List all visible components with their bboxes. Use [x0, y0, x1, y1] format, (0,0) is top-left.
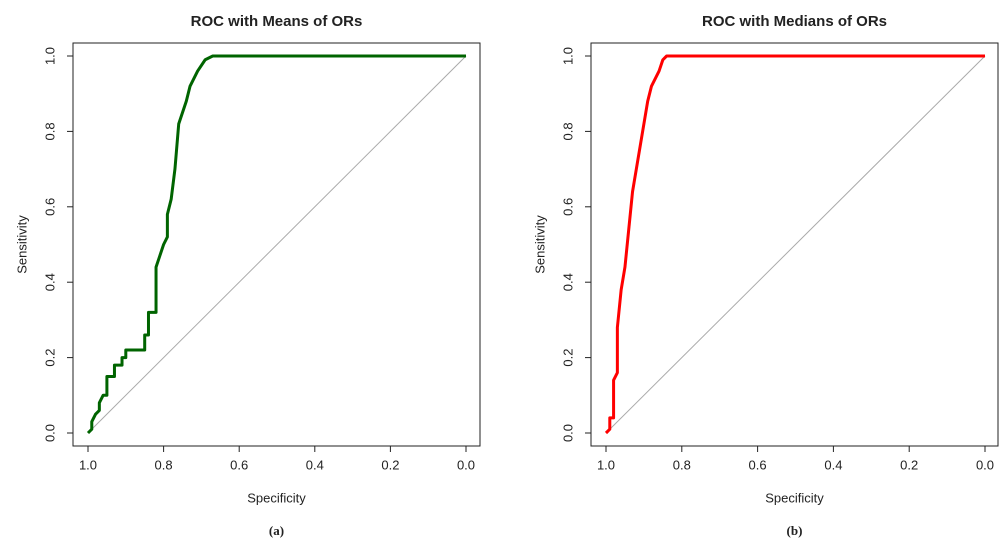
y-tick-label: 0.0 — [560, 424, 575, 442]
x-tick-label: 0.4 — [306, 457, 324, 472]
plot-frame — [590, 42, 999, 447]
chart-title: ROC with Medians of ORs — [702, 13, 887, 30]
y-tick-label: 0.2 — [560, 349, 575, 367]
y-tick-label: 0.6 — [42, 198, 57, 216]
y-tick-label: 0.8 — [560, 122, 575, 140]
y-tick-label: 1.0 — [560, 47, 575, 65]
x-tick-label: 0.0 — [976, 457, 994, 472]
roc-curve — [604, 54, 985, 435]
reference-line — [87, 55, 467, 434]
x-tick-label: 0.8 — [673, 457, 691, 472]
plot-frame — [72, 42, 481, 447]
x-tick-label: 0.6 — [749, 457, 767, 472]
x-tick-label: 0.8 — [155, 457, 173, 472]
x-tick-label: 0.2 — [900, 457, 918, 472]
x-tick-label: 0.0 — [457, 457, 475, 472]
y-tick-label: 0.6 — [560, 198, 575, 216]
x-tick-label: 1.0 — [597, 457, 615, 472]
x-tick-label: 0.6 — [230, 457, 248, 472]
roc-curve — [86, 54, 466, 435]
y-tick-label: 0.8 — [42, 122, 57, 140]
panel-caption: (b) — [787, 523, 803, 538]
x-tick-label: 0.4 — [824, 457, 842, 472]
y-tick-label: 0.0 — [42, 424, 57, 442]
y-tick-label: 0.4 — [42, 273, 57, 291]
y-tick-label: 0.2 — [42, 349, 57, 367]
x-axis-label: Specificity — [765, 490, 824, 505]
x-axis-label: Specificity — [247, 490, 306, 505]
reference-line — [605, 55, 986, 434]
panel-caption: (a) — [269, 523, 284, 538]
y-tick-label: 1.0 — [42, 47, 57, 65]
y-axis-label: Sensitivity — [14, 215, 29, 274]
x-tick-label: 1.0 — [79, 457, 97, 472]
y-tick-label: 0.4 — [560, 273, 575, 291]
y-axis-label: Sensitivity — [532, 215, 547, 274]
x-tick-label: 0.2 — [381, 457, 399, 472]
chart-title: ROC with Means of ORs — [191, 13, 363, 30]
